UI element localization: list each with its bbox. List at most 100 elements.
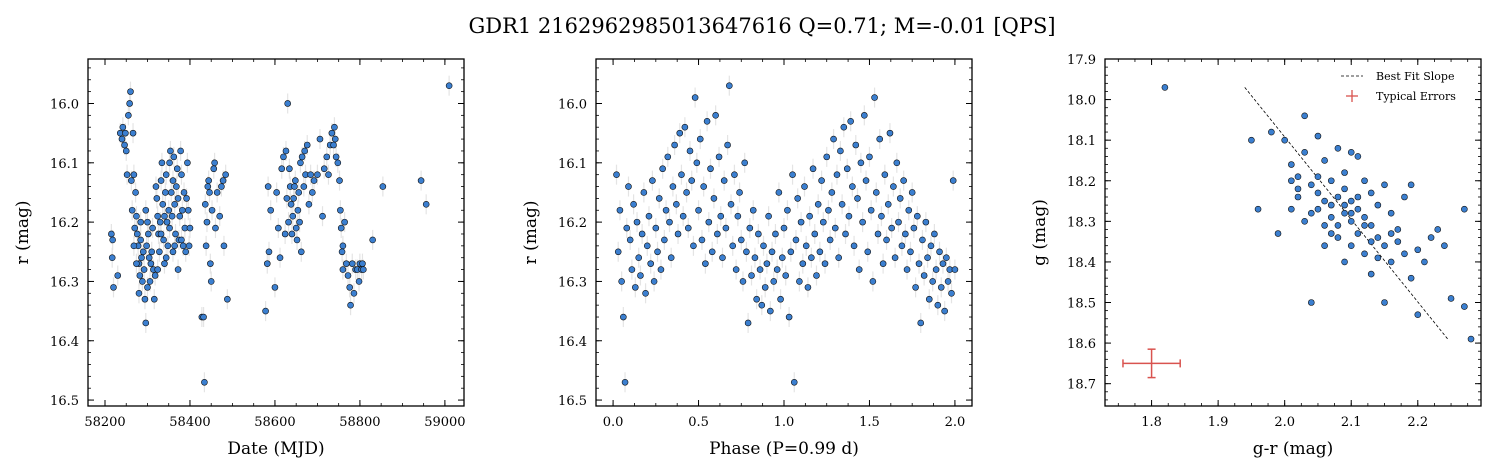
data-point (173, 165, 181, 173)
data-point (212, 224, 219, 232)
data-point (804, 284, 812, 291)
data-point (773, 266, 781, 273)
data-point (838, 201, 846, 208)
data-point (708, 248, 716, 256)
data-point (835, 254, 842, 262)
data-point (787, 248, 795, 256)
data-point (637, 272, 644, 279)
data-point (871, 94, 878, 101)
data-point (1327, 177, 1335, 185)
data-point (714, 230, 721, 238)
data-point (914, 212, 921, 220)
data-point (666, 218, 673, 226)
data-point (1407, 274, 1415, 282)
data-point (1308, 299, 1315, 306)
data-point (630, 201, 637, 208)
data-point (332, 153, 340, 161)
data-point (1341, 209, 1348, 217)
y-tick-label: 16.0 (50, 97, 79, 112)
data-point (917, 319, 925, 327)
data-point (614, 248, 622, 256)
data-point (652, 224, 660, 232)
y-tick-label: 16.0 (558, 97, 587, 112)
data-point (145, 230, 152, 238)
data-point (654, 248, 661, 256)
data-point (337, 224, 345, 232)
data-point (760, 242, 767, 250)
data-point (948, 289, 955, 297)
data-point (1341, 169, 1348, 176)
data-point (171, 242, 178, 250)
x-tick-label: 2.0 (1274, 415, 1295, 430)
data-point (123, 171, 131, 178)
x-tick-label: 1.8 (1141, 415, 1162, 430)
data-point (1381, 181, 1388, 189)
data-point (741, 159, 748, 167)
data-point (1294, 185, 1302, 193)
data-point (861, 112, 868, 119)
data-point (282, 147, 290, 155)
data-point (789, 171, 796, 178)
data-point (643, 242, 651, 250)
data-point (158, 159, 166, 167)
data-point (319, 212, 326, 220)
data-point (770, 278, 778, 285)
data-layer (613, 75, 959, 393)
data-point (339, 266, 347, 273)
data-point (208, 206, 216, 214)
data-point (1367, 222, 1375, 229)
data-point (912, 284, 919, 291)
data-point (167, 147, 174, 155)
data-point (203, 218, 211, 226)
data-point (850, 242, 858, 250)
data-point (1387, 209, 1395, 217)
data-point (775, 189, 783, 196)
data-point (133, 230, 141, 238)
data-point (1321, 197, 1328, 205)
data-point (1387, 230, 1395, 237)
data-point (295, 189, 303, 196)
data-point (772, 230, 779, 238)
y-tick-label: 18.6 (1067, 337, 1096, 352)
data-point (734, 212, 742, 220)
data-point (780, 224, 788, 232)
data-point (662, 206, 670, 214)
data-point (167, 189, 175, 196)
data-point (763, 260, 771, 267)
legend-label-best-fit: Best Fit Slope (1376, 70, 1454, 83)
data-point (128, 206, 136, 214)
data-point (210, 165, 218, 173)
data-point (206, 189, 213, 196)
data-point (707, 165, 714, 173)
data-point (661, 236, 668, 244)
data-point (739, 278, 747, 285)
x-tick-label: 0.0 (603, 415, 624, 430)
data-point (307, 171, 314, 178)
data-point (290, 195, 297, 202)
x-axis-label: Date (MJD) (227, 439, 324, 459)
data-point (1461, 205, 1468, 213)
data-point (1441, 242, 1448, 249)
data-point (132, 189, 139, 196)
data-point (170, 153, 178, 161)
data-point (862, 177, 870, 184)
data-point (219, 177, 227, 184)
data-point (722, 224, 730, 232)
data-point (114, 272, 122, 279)
data-point (799, 260, 807, 267)
panel-color-magnitude: 1.8 1.9 2.0 2.1 2.2 17.9 18.0 18.1 18.2 18.3 18.4 1… (1030, 53, 1482, 459)
x-tick-label: 58400 (169, 415, 210, 430)
data-point (842, 230, 849, 238)
data-point (1347, 218, 1355, 225)
data-point (263, 260, 271, 267)
data-point (139, 278, 146, 285)
data-point (184, 206, 192, 214)
data-point (893, 159, 901, 167)
data-point (715, 153, 723, 161)
data-point (176, 212, 184, 220)
data-point (338, 248, 346, 256)
data-point (748, 272, 755, 279)
data-point (118, 135, 126, 143)
data-point (852, 141, 860, 149)
x-axis-label: g-r (mag) (1253, 439, 1334, 459)
